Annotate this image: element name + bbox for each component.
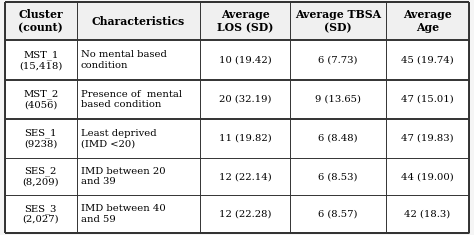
Text: 12 (22.28): 12 (22.28) — [219, 209, 272, 219]
Text: No mental based
condition: No mental based condition — [81, 51, 166, 70]
Bar — [5, 2, 469, 40]
Bar — [5, 40, 469, 233]
Text: IMD between 40
and 59: IMD between 40 and 59 — [81, 204, 165, 224]
Text: Cluster
(count): Cluster (count) — [18, 9, 63, 33]
Text: 9 (13.65): 9 (13.65) — [315, 95, 361, 104]
Text: 6 (7.73): 6 (7.73) — [318, 56, 358, 65]
Text: SES_3
(2,027): SES_3 (2,027) — [22, 204, 59, 224]
Text: SES_1
(9238): SES_1 (9238) — [24, 129, 57, 149]
Text: 6 (8.53): 6 (8.53) — [318, 172, 358, 181]
Text: 6 (8.48): 6 (8.48) — [318, 134, 358, 143]
Text: Average TBSA
(SD): Average TBSA (SD) — [295, 9, 381, 33]
Text: 20 (32.19): 20 (32.19) — [219, 95, 272, 104]
Text: Least deprived
(IMD <20): Least deprived (IMD <20) — [81, 129, 156, 148]
Text: 47 (15.01): 47 (15.01) — [401, 95, 454, 104]
Text: 44 (19.00): 44 (19.00) — [401, 172, 454, 181]
Text: Average
LOS (SD): Average LOS (SD) — [217, 9, 273, 33]
Text: 10 (19.42): 10 (19.42) — [219, 56, 272, 65]
Text: SES_2
(8,209): SES_2 (8,209) — [22, 167, 59, 187]
Text: 6 (8.57): 6 (8.57) — [318, 209, 358, 219]
Text: 12 (22.14): 12 (22.14) — [219, 172, 272, 181]
Text: Average
Age: Average Age — [403, 9, 452, 33]
Text: 42 (18.3): 42 (18.3) — [404, 209, 451, 219]
Text: 11 (19.82): 11 (19.82) — [219, 134, 272, 143]
Text: 47 (19.83): 47 (19.83) — [401, 134, 454, 143]
Text: MST_2
(4056): MST_2 (4056) — [23, 89, 58, 110]
Text: Characteristics: Characteristics — [91, 16, 185, 27]
Text: 45 (19.74): 45 (19.74) — [401, 56, 454, 65]
Text: Presence of  mental
based condition: Presence of mental based condition — [81, 90, 182, 109]
Text: IMD between 20
and 39: IMD between 20 and 39 — [81, 167, 165, 186]
Text: MST_1
(15,418): MST_1 (15,418) — [19, 50, 63, 70]
